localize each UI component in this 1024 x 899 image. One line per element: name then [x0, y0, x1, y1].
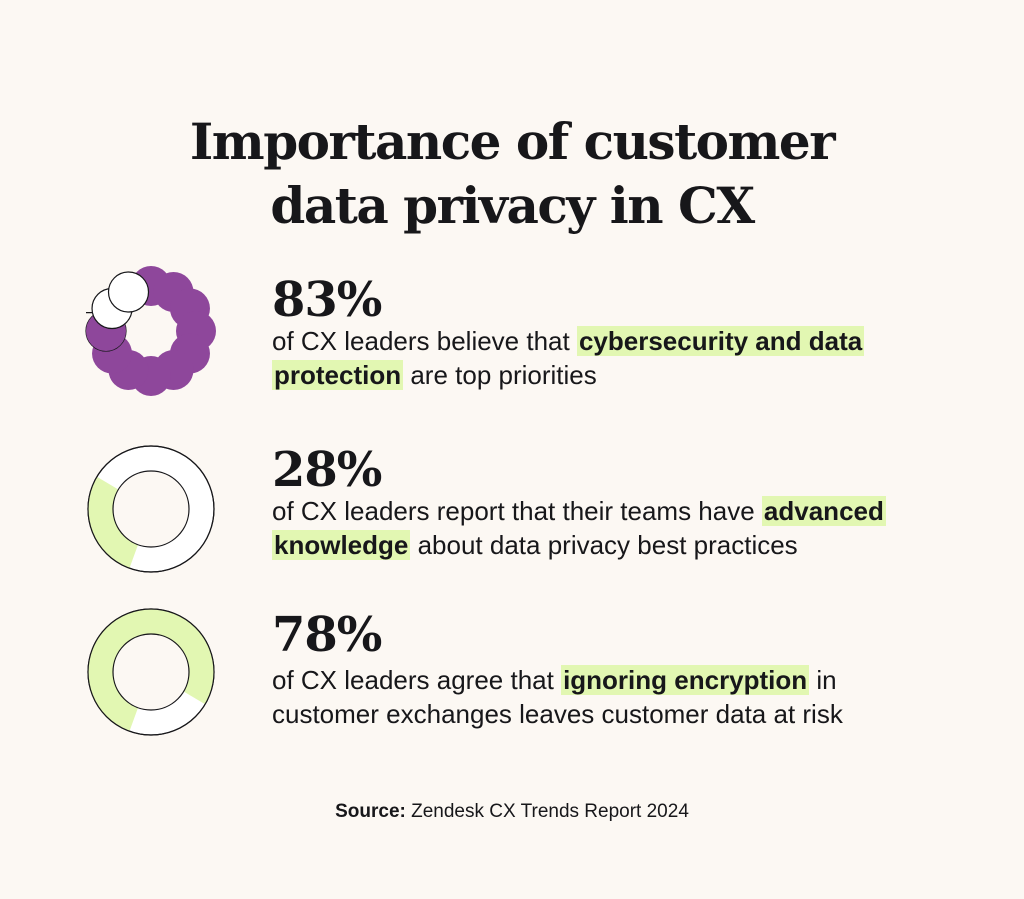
donut-value-arc: [87, 476, 139, 569]
stat-highlight: advanced: [761, 496, 886, 526]
source-text: Zendesk CX Trends Report 2024: [405, 801, 689, 822]
donut-value-arc: [87, 609, 214, 732]
donut-outer-edge: [87, 445, 215, 573]
stat-text: of CX leaders report that their teams ha…: [272, 496, 762, 526]
stat-privacy-knowledge: 28% of CX leaders report that their team…: [0, 434, 1024, 604]
stat-highlight: cybersecurity and data: [576, 326, 865, 356]
stat-percent: 83%: [272, 272, 382, 328]
stat-description: of CX leaders agree that ignoring encryp…: [272, 663, 962, 731]
donut-outer-edge: [87, 608, 215, 736]
page-title: Importance of customer data privacy in C…: [0, 110, 1024, 238]
stat-text: of CX leaders agree that: [272, 665, 562, 695]
stat-highlight: ignoring encryption: [561, 665, 810, 695]
donut-chart: [87, 608, 215, 736]
stat-text: customer exchanges leaves customer data …: [272, 699, 843, 729]
source-label: Source:: [335, 801, 406, 822]
donut-chart: [87, 445, 215, 573]
stat-cybersecurity: 83% of CX leaders believe that cybersecu…: [0, 256, 1024, 426]
stat-text: about data privacy best practices: [410, 530, 798, 560]
stat-encryption: 78% of CX leaders agree that ignoring en…: [0, 597, 1024, 767]
stat-percent: 78%: [272, 607, 382, 663]
stat-highlight: knowledge: [272, 530, 411, 560]
stat-text: in: [809, 665, 837, 695]
source-note: Source: Zendesk CX Trends Report 2024: [0, 801, 1024, 823]
stat-description: of CX leaders report that their teams ha…: [272, 494, 962, 562]
donut-hole: [112, 633, 190, 711]
stat-percent: 28%: [272, 442, 382, 498]
title-line-1: Importance of customer: [189, 111, 836, 171]
stat-highlight: protection: [272, 360, 404, 390]
stat-description: of CX leaders believe that cybersecurity…: [272, 324, 962, 392]
stat-text: are top priorities: [403, 360, 597, 390]
ring-segment-empty: [107, 271, 150, 313]
donut-hole: [112, 470, 190, 548]
segmented-circle-chart: [85, 266, 216, 396]
stat-text: of CX leaders believe that: [272, 326, 577, 356]
title-line-2: data privacy in CX: [270, 175, 755, 235]
